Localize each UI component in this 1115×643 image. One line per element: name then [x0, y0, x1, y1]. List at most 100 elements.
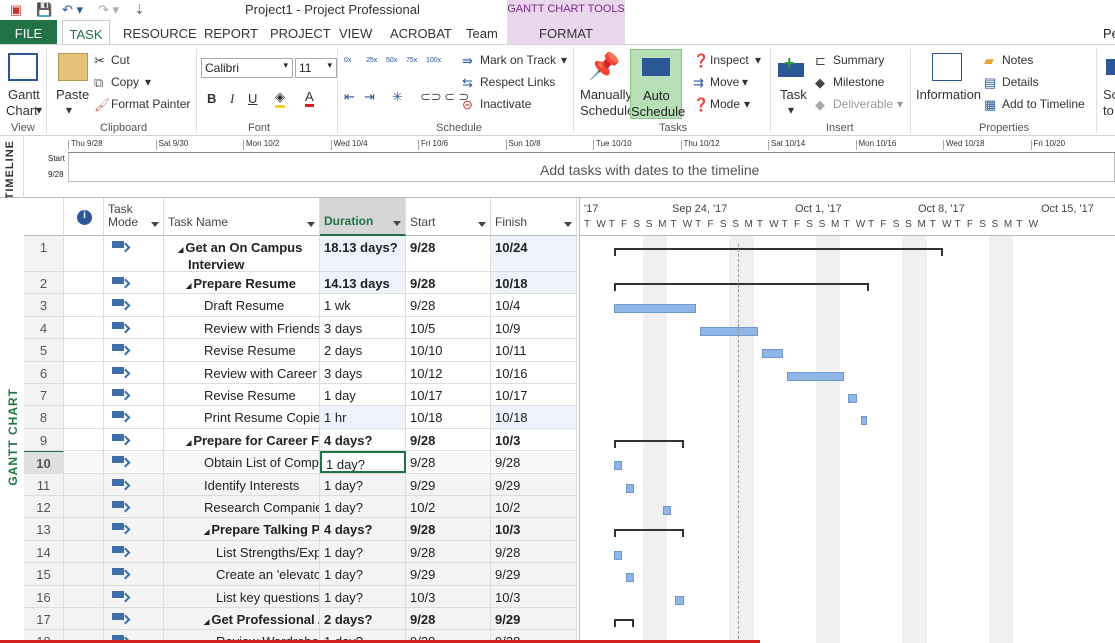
task-mode-cell[interactable]	[104, 339, 164, 361]
collapse-toggle-icon[interactable]: ◢	[178, 247, 186, 254]
table-row[interactable]: 8 Print Resume Copies 1 hr 10/18 10/18	[24, 406, 577, 429]
row-id[interactable]: 15	[24, 563, 64, 585]
paste-button[interactable]: Paste	[56, 87, 90, 102]
start-cell[interactable]: 9/28	[406, 540, 491, 563]
duration-cell[interactable]: 1 day?	[320, 451, 406, 473]
milestone-button[interactable]: Milestone	[833, 75, 885, 89]
task-bar[interactable]	[860, 416, 867, 426]
start-cell[interactable]: 10/2	[406, 496, 491, 518]
summary-button[interactable]: Summary	[833, 53, 885, 67]
font-name-select[interactable]: Calibri ▾	[201, 58, 293, 78]
tab-project[interactable]: PROJECT	[270, 26, 331, 41]
row-id[interactable]: 6	[24, 361, 64, 383]
task-name-cell[interactable]: Review with Friends	[164, 316, 320, 339]
table-row[interactable]: 11 Identify Interests 1 day? 9/29 9/29	[24, 473, 577, 496]
table-row[interactable]: 6 Review with Career 3 days 10/12 10/16	[24, 361, 577, 384]
user-name[interactable]: Pe	[1103, 26, 1115, 41]
start-cell[interactable]: 9/28	[406, 630, 491, 643]
task-name-cell[interactable]: Review with Career	[164, 361, 320, 383]
duration-cell[interactable]: 3 days	[320, 361, 406, 383]
start-cell[interactable]: 9/28	[406, 451, 491, 473]
indent-icon[interactable]: ⇥	[364, 89, 375, 104]
duration-cell[interactable]: 3 days	[320, 316, 406, 339]
start-header[interactable]: Start	[406, 198, 491, 236]
row-id[interactable]: 3	[24, 294, 64, 316]
tab-format[interactable]: FORMAT	[539, 26, 593, 41]
mode-button[interactable]: Mode	[710, 97, 741, 111]
duration-cell[interactable]: 1 day?	[320, 563, 406, 585]
task-name-cell[interactable]: Revise Resume	[164, 339, 320, 361]
start-cell[interactable]: 9/28	[406, 608, 491, 630]
task-mode-cell[interactable]	[104, 540, 164, 563]
tab-file[interactable]: FILE	[0, 20, 57, 44]
task-name-cell[interactable]: Research Companie	[164, 496, 320, 518]
finish-cell[interactable]: 10/17	[491, 384, 577, 406]
pct-100-icon[interactable]: 100x	[426, 57, 442, 64]
inactivate-button[interactable]: Inactivate	[480, 97, 532, 111]
finish-cell[interactable]: 10/16	[491, 361, 577, 383]
table-row[interactable]: 18 Review Wardrobe 1 day? 9/28 9/28	[24, 630, 577, 643]
finish-cell[interactable]: 10/3	[491, 518, 577, 540]
finish-cell[interactable]: 9/29	[491, 563, 577, 585]
task-name-cell[interactable]: ◢ Prepare for Career Fa	[164, 428, 320, 451]
redo-icon[interactable]: ↷ ▾	[98, 2, 120, 17]
tab-report[interactable]: REPORT	[204, 26, 258, 41]
collapse-toggle-icon[interactable]: ◢	[204, 619, 212, 626]
finish-cell[interactable]: 10/3	[491, 428, 577, 451]
finish-cell[interactable]: 9/28	[491, 630, 577, 643]
row-id[interactable]: 5	[24, 339, 64, 361]
task-name-cell[interactable]: Print Resume Copies	[164, 406, 320, 428]
start-cell[interactable]: 10/3	[406, 585, 491, 607]
gantt-chart-button[interactable]: Gantt	[8, 87, 40, 102]
task-mode-cell[interactable]	[104, 585, 164, 607]
task-name-cell[interactable]: Identify Interests	[164, 473, 320, 495]
task-bar[interactable]	[675, 595, 684, 605]
task-mode-cell[interactable]	[104, 236, 164, 271]
task-name-cell[interactable]: List key questions	[164, 585, 320, 607]
underline-button[interactable]: U	[248, 91, 258, 106]
finish-cell[interactable]: 9/28	[491, 540, 577, 563]
task-mode-cell[interactable]	[104, 316, 164, 339]
row-id[interactable]: 12	[24, 496, 64, 518]
pct-0-icon[interactable]: 0x	[344, 57, 352, 64]
row-id[interactable]: 11	[24, 473, 64, 495]
table-row[interactable]: 7 Revise Resume 1 day 10/17 10/17	[24, 384, 577, 407]
task-mode-cell[interactable]	[104, 294, 164, 316]
task-bar[interactable]	[613, 304, 697, 314]
start-cell[interactable]: 9/28	[406, 236, 491, 271]
start-cell[interactable]: 9/28	[406, 428, 491, 451]
table-row[interactable]: 5 Revise Resume 2 days 10/10 10/11	[24, 339, 577, 362]
table-row[interactable]: 10 Obtain List of Comp 1 day? 9/28 9/28	[24, 451, 577, 474]
task-name-cell[interactable]: Obtain List of Comp	[164, 451, 320, 473]
task-name-cell[interactable]: Revise Resume	[164, 384, 320, 406]
start-cell[interactable]: 10/10	[406, 339, 491, 361]
pct-50-icon[interactable]: 50x	[386, 57, 398, 64]
indicators-header[interactable]: i	[64, 198, 104, 236]
finish-cell[interactable]: 9/28	[491, 451, 577, 473]
finish-cell[interactable]: 10/2	[491, 496, 577, 518]
gantt-chart-pane[interactable]: '17 Sep 24, '17 Oct 1, '17 Oct 8, '17 Oct 15…	[579, 198, 1115, 643]
collapse-toggle-icon[interactable]: ◢	[204, 529, 212, 537]
summary-bar[interactable]	[613, 529, 684, 538]
information-button[interactable]: Information	[916, 87, 982, 102]
task-bar[interactable]	[613, 550, 623, 560]
customize-qat-icon[interactable]: ⇣	[134, 2, 145, 17]
task-mode-cell[interactable]	[104, 451, 164, 473]
timeline-pane[interactable]: TIMELINE Start 9/28 Thu 9/28 Sat 9/30 Mon …	[0, 136, 1115, 199]
table-row[interactable]: 17 ◢ Get Professional At 2 days? 9/28 9/29	[24, 608, 577, 631]
duration-cell[interactable]: 1 wk	[320, 294, 406, 316]
duration-cell[interactable]: 1 day?	[320, 630, 406, 643]
duration-cell[interactable]: 2 days	[320, 339, 406, 361]
format-painter-button[interactable]: Format Painter	[111, 97, 191, 111]
table-row[interactable]: 13 ◢ Prepare Talking Poi 4 days? 9/28 10/3	[24, 518, 577, 541]
manually-schedule-button[interactable]: Manually	[580, 87, 633, 102]
task-mode-cell[interactable]	[104, 428, 164, 451]
task-mode-cell[interactable]	[104, 361, 164, 383]
duration-cell[interactable]: 1 day	[320, 384, 406, 406]
duration-cell[interactable]: 1 day?	[320, 540, 406, 563]
outdent-icon[interactable]: ⇤	[344, 89, 355, 104]
finish-cell[interactable]: 10/18	[491, 272, 577, 294]
finish-cell[interactable]: 10/4	[491, 294, 577, 316]
task-mode-cell[interactable]	[104, 608, 164, 630]
row-id[interactable]: 1	[24, 236, 64, 271]
